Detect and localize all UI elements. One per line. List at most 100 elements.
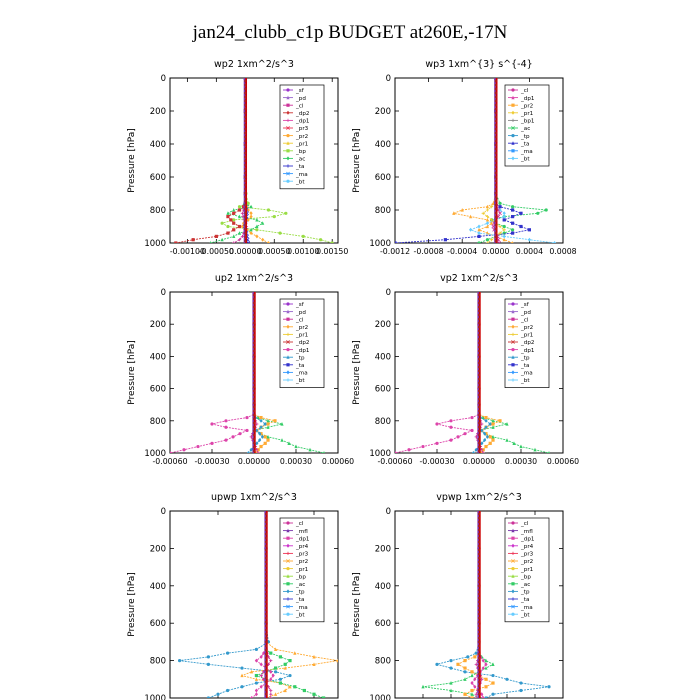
series-point-dp1 [245, 428, 249, 433]
x-tick-label: 0.00000 [463, 457, 495, 466]
zero-profile-point [264, 556, 268, 560]
series-point-ta [511, 231, 515, 235]
legend-label: _bt [295, 378, 305, 384]
legend-label: _sf [295, 302, 305, 308]
series-point-dp1 [262, 651, 266, 656]
legend-marker [286, 340, 290, 344]
legend-marker [286, 363, 290, 367]
legend-label: _ta [520, 363, 529, 369]
y-tick-label: 0 [386, 74, 391, 84]
zero-profile-point [477, 512, 481, 516]
y-tick-label: 600 [375, 619, 391, 629]
zero-profile-point [244, 155, 247, 159]
series-point-cl [237, 238, 242, 242]
zero-profile-point [477, 309, 481, 313]
zero-profile-point [494, 147, 497, 151]
series-point-pr2 [250, 669, 254, 674]
legend-label: _pr4 [295, 544, 309, 550]
legend-marker [286, 103, 290, 107]
zero-profile-point [494, 91, 497, 95]
y-tick-label: 800 [375, 657, 391, 667]
series-point-pr2 [491, 422, 495, 426]
series-point-pr2 [263, 441, 267, 445]
zero-profile-point [477, 345, 481, 349]
zero-profile-point [477, 612, 481, 616]
series-point-dp2 [232, 221, 236, 225]
zero-profile-point [477, 361, 481, 365]
zero-profile-point [264, 616, 268, 620]
zero-profile-point [244, 187, 247, 191]
zero-profile-point [264, 632, 268, 636]
legend-marker [286, 164, 290, 168]
series-point-ac [505, 438, 509, 442]
zero-profile-point [494, 103, 497, 107]
series-point-tp [474, 651, 478, 655]
series-point-pr2 [249, 211, 253, 216]
series-point-pr2 [484, 444, 488, 449]
series-point-ac [254, 673, 258, 678]
legend-label: _tp [520, 590, 530, 596]
legend-marker [286, 551, 290, 555]
series-point-pr2 [491, 681, 495, 685]
series-point-tp [206, 662, 210, 666]
zero-profile-point [244, 123, 247, 127]
zero-profile-point [244, 203, 247, 207]
series-point-bp [220, 221, 224, 225]
zero-profile-point [264, 528, 268, 532]
series-point-tp [480, 441, 484, 446]
zero-profile-point [252, 325, 256, 329]
zero-profile-point [252, 413, 256, 417]
series-point-dp1 [435, 422, 439, 426]
zero-profile-point [477, 588, 481, 592]
zero-profile-point [494, 115, 497, 119]
zero-profile-point [264, 688, 268, 692]
series-point-pr2 [470, 696, 474, 698]
x-tick-label: 0.00000 [229, 247, 261, 256]
zero-profile-point [264, 520, 268, 524]
series-point-tp [240, 666, 244, 670]
legend-marker [511, 551, 515, 555]
series-point-bp [278, 231, 282, 235]
legend-marker [511, 543, 515, 548]
x-tick-label: 0.00060 [547, 457, 579, 466]
legend-marker [286, 348, 290, 352]
zero-profile-point [264, 640, 268, 644]
zero-profile-point [477, 357, 481, 361]
series-point-tp [505, 677, 509, 681]
legend-label: _pr1 [295, 141, 309, 147]
zero-profile-point [477, 409, 481, 413]
series-point-tp [255, 428, 259, 433]
zero-profile-point [252, 405, 256, 409]
legend-label: _ma [295, 605, 308, 611]
zero-profile-point [494, 223, 497, 227]
series-point-pr2 [484, 685, 488, 689]
series-point-dp1 [435, 441, 439, 445]
zero-profile-point [477, 692, 481, 696]
series-point-tp [288, 673, 292, 678]
legend-marker [511, 348, 515, 352]
series-point-bt [502, 211, 506, 216]
series-point-tp [474, 447, 478, 452]
zero-profile-point [477, 333, 481, 337]
zero-profile-point [264, 684, 268, 688]
series-point-dp1 [231, 435, 235, 439]
y-tick-label: 0 [386, 288, 391, 298]
legend-label: _pr1 [520, 111, 534, 117]
series-point-dp1 [210, 441, 214, 445]
series-point-ac [287, 441, 291, 445]
zero-profile-point [494, 179, 497, 183]
series-group [178, 511, 338, 698]
zero-profile-point [494, 123, 497, 127]
zero-profile-point [494, 99, 497, 103]
legend-marker [286, 179, 290, 183]
legend-marker [286, 126, 290, 130]
series-point-tp [449, 666, 453, 670]
series-point-pr2 [283, 688, 287, 693]
zero-profile-point [252, 445, 256, 449]
series-point-tp [255, 441, 259, 446]
legend-label: _pr1 [520, 333, 534, 339]
series-point-dp1 [481, 696, 485, 698]
series-point-ac [502, 224, 506, 229]
legend-marker [286, 582, 290, 586]
x-tick-label: 0.0000 [482, 247, 509, 256]
